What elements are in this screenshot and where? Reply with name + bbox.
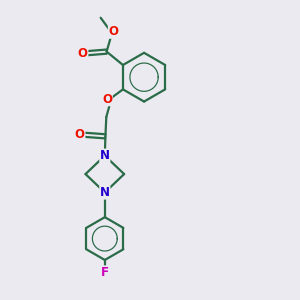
Text: N: N bbox=[100, 149, 110, 162]
Text: O: O bbox=[102, 93, 112, 106]
Text: O: O bbox=[75, 128, 85, 141]
Text: N: N bbox=[100, 186, 110, 199]
Text: F: F bbox=[101, 266, 109, 279]
Text: O: O bbox=[108, 25, 118, 38]
Text: O: O bbox=[78, 46, 88, 60]
